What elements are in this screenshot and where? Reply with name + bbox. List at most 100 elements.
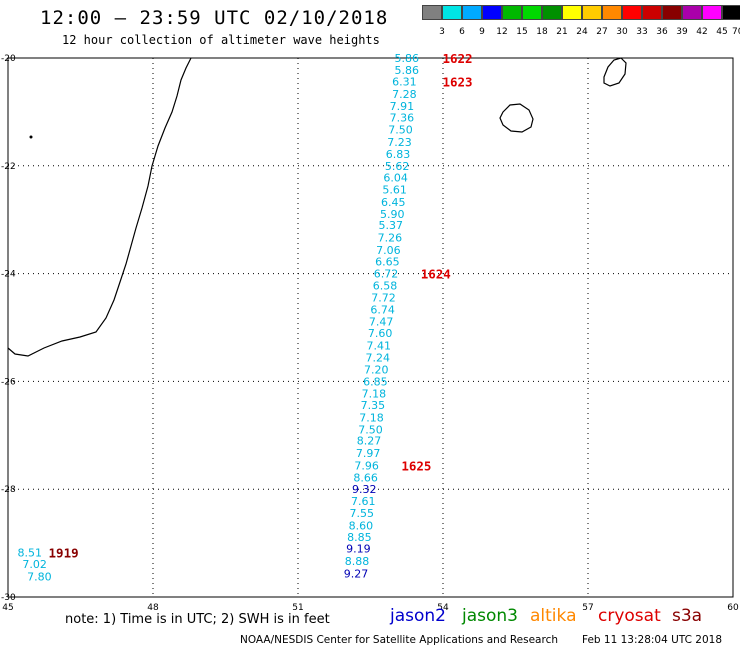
wave-height-value: 7.80 [27,571,52,584]
wave-height-value: 7.50 [388,124,413,137]
wave-height-value: 9.27 [344,567,369,580]
scale-swatch [522,5,542,20]
reunion-island [499,103,534,133]
scale-label: 33 [636,27,648,37]
scale-label: 15 [516,27,528,37]
wave-height-value: 8.85 [347,531,372,544]
latitude-tick-label: -28 [1,485,16,495]
scale-label: 70 (ft) [732,27,740,37]
wave-height-value: 5.62 [385,160,410,173]
wave-height-value: 8.66 [353,471,378,484]
longitude-tick-label: 57 [582,603,593,613]
scale-label: 36 [656,27,668,37]
map-frame [7,57,734,598]
longitude-tick-label: 48 [147,603,159,613]
scale-swatch [702,5,722,20]
wave-height-value: 7.50 [358,423,383,436]
wave-height-value: 7.41 [366,339,391,352]
wave-height-value: 7.60 [368,327,393,340]
scale-label: 21 [556,27,568,37]
latitude-tick-label: -22 [1,162,16,172]
wave-height-value: 7.02 [22,558,47,571]
scale-label: 3 [439,27,445,37]
wave-height-value: 7.91 [390,100,415,113]
scale-swatch [582,5,602,20]
wave-height-value: 7.06 [376,244,401,257]
wave-height-value: 6.04 [383,172,408,185]
scale-swatch [542,5,562,20]
longitude-tick-label: 51 [292,603,303,613]
scale-swatch [462,5,482,20]
wave-height-value: 6.72 [374,268,399,281]
wave-height-value: 5.86 [395,64,420,77]
scale-swatch [482,5,502,20]
scale-swatch [562,5,582,20]
legend-item-altika: altika [530,606,577,626]
page-title: 12:00 – 23:59 UTC 02/10/2018 [40,7,389,29]
scale-swatch [422,5,442,20]
wave-height-value: 7.18 [359,412,384,425]
scale-label: 45 [716,27,728,37]
note-text: note: 1) Time is in UTC; 2) SWH is in fe… [65,612,330,627]
wave-height-value: 7.55 [350,507,375,520]
latitude-tick-label: -26 [1,377,16,387]
wave-height-value: 8.51 [18,546,43,559]
scale-swatch [502,5,522,20]
latitude-tick-label: -30 [1,593,16,603]
scale-swatch [622,5,642,20]
wave-height-value: 7.35 [361,399,386,412]
wave-height-value: 5.37 [379,219,404,232]
pass-time-label: 1623 [442,75,472,90]
pass-time-label: 1919 [49,545,79,560]
wave-height-value: 8.60 [349,519,374,532]
legend-item-s3a: s3a [672,606,703,626]
wave-height-value: 6.85 [363,375,388,388]
scale-swatch [642,5,662,20]
wave-height-value: 7.97 [356,447,381,460]
wave-height-value: 6.31 [392,76,417,89]
latitude-tick-label: -20 [1,54,16,64]
pass-time-label: 1622 [442,51,472,66]
madagascar-coastline [7,57,192,357]
longitude-tick-label: 45 [2,603,13,613]
wave-height-value: 7.47 [369,316,394,329]
wave-height-value: 7.36 [390,111,415,124]
wave-height-value: 9.32 [352,483,377,496]
page-subtitle: 12 hour collection of altimeter wave hei… [62,33,380,47]
scale-label: 24 [576,27,588,37]
mauritius-island [603,57,627,87]
scale-swatch [722,5,740,20]
scale-label: 30 [616,27,628,37]
longitude-tick-label: 54 [437,603,449,613]
scale-swatch [442,5,462,20]
wave-height-value: 6.58 [373,279,398,292]
legend-item-jason3: jason3 [462,606,518,626]
wave-height-value: 7.18 [362,387,387,400]
scale-label: 39 [676,27,688,37]
wave-height-value: 8.88 [345,555,370,568]
wave-height-value: 7.26 [378,231,403,244]
scale-swatch [602,5,622,20]
wave-height-value: 6.74 [370,304,395,317]
credit-text: NOAA/NESDIS Center for Satellite Applica… [240,634,558,646]
wave-height-value: 8.27 [357,435,382,448]
wave-height-value: 7.61 [351,495,376,508]
wave-height-value: 6.83 [386,148,411,161]
wave-height-value: 7.20 [364,364,389,377]
scale-label: 9 [479,27,485,37]
wave-height-value: 9.19 [346,542,371,555]
wave-height-value: 7.96 [354,459,379,472]
scale-swatch [682,5,702,20]
latitude-tick-label: -24 [1,270,16,280]
wave-height-value: 7.24 [366,352,391,365]
longitude-tick-label: 60 [727,603,739,613]
wave-height-value: 7.28 [392,88,417,101]
scale-label: 42 [696,27,708,37]
scale-swatch [662,5,682,20]
legend-item-jason2: jason2 [390,606,446,626]
scale-label: 6 [459,27,465,37]
wave-height-value: 7.72 [371,291,396,304]
scale-label: 18 [536,27,548,37]
scale-label: 12 [496,27,508,37]
generated-timestamp: Feb 11 13:28:04 UTC 2018 [582,634,722,646]
